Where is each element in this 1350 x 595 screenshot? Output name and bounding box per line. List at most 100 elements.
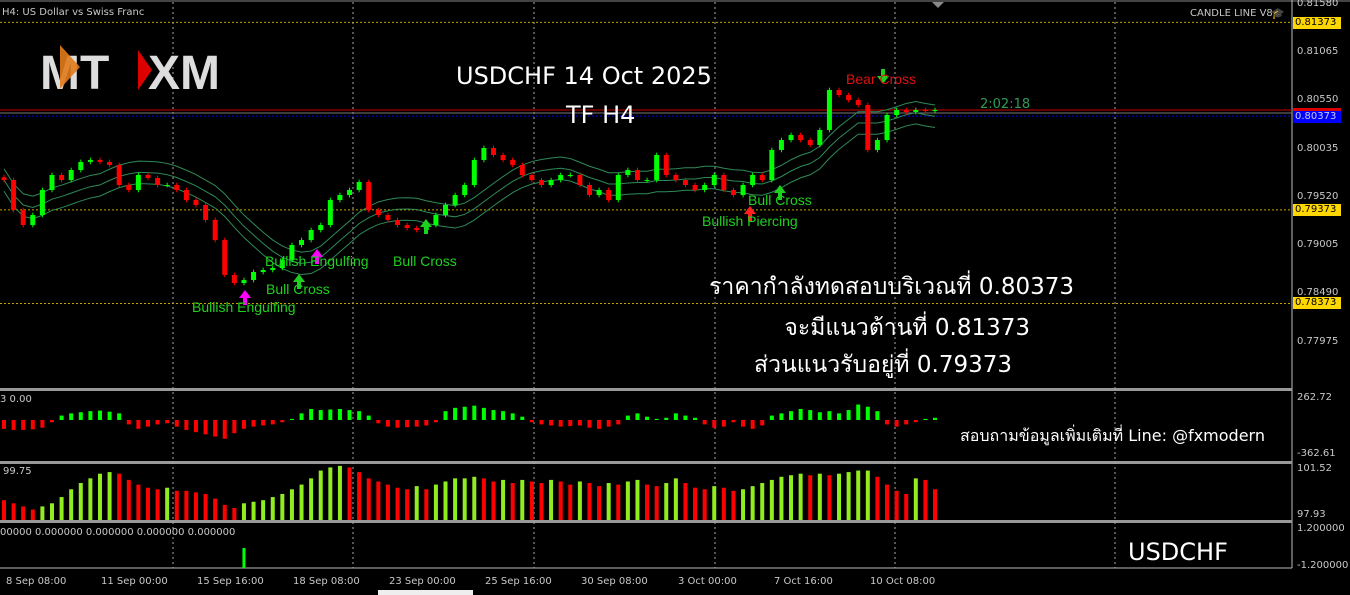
svg-text:XM: XM [148, 47, 220, 95]
osc2-bar [721, 487, 726, 520]
candle-body [894, 110, 900, 115]
osc1-bar [424, 419, 429, 426]
osc2-bar [558, 481, 563, 520]
osc1-bar [654, 418, 659, 420]
osc1-bar [405, 419, 410, 428]
candle-body [30, 214, 36, 226]
candle-body [615, 174, 621, 201]
osc1-bar [443, 411, 448, 420]
osc2-bar [49, 503, 54, 520]
osc1-bar [837, 413, 842, 420]
osc1-bar [2, 419, 6, 429]
candle-body [414, 228, 420, 230]
osc1-max: 262.72 [1297, 392, 1332, 403]
price-tick: 0.81065 [1297, 46, 1339, 57]
candle-body [817, 129, 823, 145]
current-price-tag: 0.80373 [1293, 108, 1341, 123]
osc1-bar [289, 418, 294, 420]
osc2-bar [97, 473, 102, 520]
osc2-bar [779, 476, 784, 520]
candle-body [231, 274, 237, 284]
arrow-up-icon [420, 219, 432, 234]
osc1-bar [885, 419, 890, 425]
osc1-bar [913, 419, 918, 423]
osc2-bar [731, 490, 736, 520]
arrow-down-icon [877, 69, 889, 84]
osc2-bar [126, 479, 131, 520]
panel-separator [0, 520, 1292, 523]
osc1-bar [587, 419, 592, 428]
candle-body [1, 177, 7, 181]
osc1-bar [385, 419, 390, 427]
indicator-name: CANDLE LINE V8 [1190, 8, 1273, 19]
candle-body [251, 271, 257, 281]
osc2-bar [462, 478, 467, 520]
candle-body [865, 104, 871, 150]
candle-body [356, 182, 362, 190]
candle-body [711, 174, 717, 186]
osc1-bar [577, 419, 582, 426]
osc1-bar [645, 416, 650, 420]
osc1-bar [510, 413, 515, 420]
candle-body [740, 185, 746, 196]
osc1-bar [241, 419, 246, 429]
osc1-bar [21, 419, 26, 430]
candle-body [270, 268, 276, 271]
osc1-bar [357, 411, 362, 420]
candle-body [433, 214, 439, 226]
candle-body [337, 195, 343, 201]
osc2-bar [913, 478, 918, 520]
arrow-up-icon [774, 185, 786, 200]
osc2-bar [654, 486, 659, 520]
osc1-bar [11, 419, 16, 430]
osc2-bar [769, 479, 774, 520]
osc1-bar [78, 412, 83, 420]
osc1-bar [376, 419, 381, 424]
osc2-bar [481, 478, 486, 520]
time-tick: 7 Oct 16:00 [774, 576, 833, 587]
symbol-footer: USDCHF [1128, 538, 1228, 566]
osc1-bar [529, 419, 534, 423]
osc2-bar [865, 470, 870, 520]
osc1-bar [251, 419, 256, 427]
svg-text:MT: MT [40, 47, 109, 95]
osc2-bar [88, 478, 93, 520]
price-tick: 0.81580 [1297, 0, 1339, 9]
candle-body [164, 185, 170, 187]
osc1-bar [299, 413, 304, 420]
candle-body [279, 259, 285, 269]
osc2-bar [827, 475, 832, 520]
osc1-bar [30, 419, 35, 430]
osc1-bar [491, 410, 496, 420]
osc1-bar [501, 411, 506, 420]
osc1-bar [40, 419, 45, 428]
candle-body [548, 180, 554, 186]
osc2-bar [587, 483, 592, 520]
osc2-bar [414, 486, 419, 520]
osc2-bar [712, 486, 717, 520]
osc2-bar [625, 481, 630, 520]
osc2-bar [875, 476, 880, 520]
band-line [3, 112, 936, 264]
osc1-bar [203, 419, 208, 435]
osc2-bar [606, 483, 611, 520]
candle-body [567, 174, 573, 176]
osc1-bar [453, 407, 458, 420]
candle-body [788, 134, 794, 141]
candle-body [826, 89, 832, 130]
candle-body [750, 174, 756, 186]
osc2-bar [165, 487, 170, 520]
osc1-bar [222, 419, 227, 439]
signal-label: Bull Cross [393, 253, 457, 269]
osc1-bar [721, 419, 726, 427]
osc3-min: -1.200000 [1297, 560, 1349, 571]
osc2-bar [309, 478, 314, 520]
osc1-bar [59, 415, 64, 420]
osc2-bar [894, 490, 899, 520]
osc2-bar [760, 483, 765, 520]
osc2-bar [203, 493, 208, 520]
candle-body [366, 182, 372, 211]
candle-body [836, 89, 842, 96]
osc1-bar [875, 411, 880, 420]
